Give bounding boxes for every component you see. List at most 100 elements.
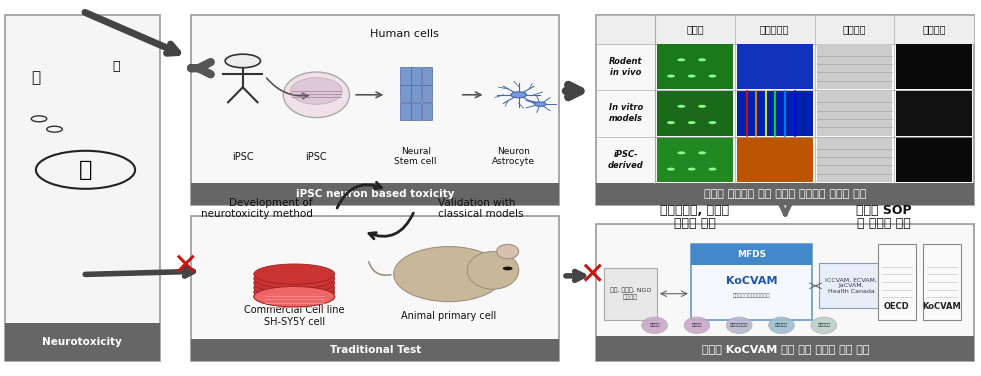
Text: 한국동물대체시험검증센터: 한국동물대체시험검증센터 bbox=[733, 293, 770, 298]
FancyBboxPatch shape bbox=[596, 15, 974, 44]
Ellipse shape bbox=[254, 264, 335, 284]
Ellipse shape bbox=[254, 268, 335, 289]
Text: KoCVAM: KoCVAM bbox=[726, 276, 777, 285]
FancyBboxPatch shape bbox=[596, 15, 974, 205]
Ellipse shape bbox=[769, 317, 795, 334]
FancyBboxPatch shape bbox=[400, 67, 411, 85]
Text: KoCVAM: KoCVAM bbox=[923, 302, 961, 311]
Ellipse shape bbox=[254, 287, 335, 307]
Circle shape bbox=[708, 74, 716, 77]
Text: 역분화 신경세포 기반 차세대 신경독성 평가법 개발: 역분화 신경세포 기반 차세대 신경독성 평가법 개발 bbox=[704, 189, 866, 199]
Text: 독성학효과: 독성학효과 bbox=[775, 323, 788, 327]
Text: iPSC: iPSC bbox=[232, 152, 254, 162]
Text: Neural
Stem cell: Neural Stem cell bbox=[394, 147, 437, 166]
Text: Human cells: Human cells bbox=[370, 29, 439, 39]
FancyBboxPatch shape bbox=[400, 103, 411, 120]
Circle shape bbox=[511, 92, 527, 98]
Ellipse shape bbox=[284, 72, 349, 118]
FancyBboxPatch shape bbox=[691, 244, 811, 265]
FancyBboxPatch shape bbox=[422, 85, 433, 103]
Ellipse shape bbox=[726, 317, 752, 334]
Text: ✕: ✕ bbox=[172, 252, 197, 281]
Text: 형태학: 형태학 bbox=[686, 24, 703, 34]
FancyBboxPatch shape bbox=[897, 44, 972, 89]
Text: Validation with
classical models: Validation with classical models bbox=[439, 198, 524, 220]
FancyBboxPatch shape bbox=[596, 224, 974, 361]
FancyBboxPatch shape bbox=[604, 268, 657, 320]
Ellipse shape bbox=[393, 247, 504, 302]
FancyBboxPatch shape bbox=[5, 15, 160, 361]
FancyBboxPatch shape bbox=[411, 103, 422, 120]
Text: 기능분석: 기능분석 bbox=[843, 24, 866, 34]
FancyBboxPatch shape bbox=[411, 67, 422, 85]
Circle shape bbox=[503, 267, 513, 270]
Text: Neuron
Astrocyte: Neuron Astrocyte bbox=[491, 147, 535, 166]
Circle shape bbox=[698, 58, 706, 61]
Circle shape bbox=[708, 168, 716, 171]
Circle shape bbox=[667, 74, 675, 77]
FancyBboxPatch shape bbox=[816, 91, 893, 136]
Text: OECD: OECD bbox=[884, 302, 909, 311]
Ellipse shape bbox=[684, 317, 709, 334]
Ellipse shape bbox=[642, 317, 667, 334]
Text: 독성분석: 독성분석 bbox=[922, 24, 946, 34]
Text: 💉: 💉 bbox=[31, 70, 40, 85]
Text: 식약첫 KoCVAM 등록 초안 작성의 전략 수립: 식약첫 KoCVAM 등록 초안 작성의 전략 수립 bbox=[701, 344, 869, 353]
FancyBboxPatch shape bbox=[923, 244, 961, 320]
Ellipse shape bbox=[254, 287, 335, 307]
Text: 전수가능성, 재현성: 전수가능성, 재현성 bbox=[660, 204, 729, 217]
Text: iPSC-
derived: iPSC- derived bbox=[608, 150, 644, 170]
Text: Commercial Cell line
SH-SY5Y cell: Commercial Cell line SH-SY5Y cell bbox=[244, 305, 344, 327]
FancyBboxPatch shape bbox=[657, 137, 733, 182]
FancyBboxPatch shape bbox=[5, 323, 160, 361]
Circle shape bbox=[698, 152, 706, 155]
Ellipse shape bbox=[290, 78, 342, 104]
Ellipse shape bbox=[254, 273, 335, 293]
Circle shape bbox=[678, 152, 686, 155]
Text: 및 데이터 구축: 및 데이터 구축 bbox=[856, 217, 910, 230]
FancyBboxPatch shape bbox=[816, 44, 893, 89]
FancyBboxPatch shape bbox=[816, 137, 893, 182]
Text: 🧠: 🧠 bbox=[78, 160, 92, 180]
FancyBboxPatch shape bbox=[657, 91, 733, 136]
Circle shape bbox=[667, 121, 675, 124]
FancyBboxPatch shape bbox=[400, 85, 411, 103]
FancyBboxPatch shape bbox=[878, 244, 915, 320]
Circle shape bbox=[226, 54, 261, 68]
Text: 안전성대리주의: 안전성대리주의 bbox=[730, 323, 749, 327]
Text: Rodent
in vivo: Rodent in vivo bbox=[609, 57, 643, 77]
Text: iPSC neuron based toxicity: iPSC neuron based toxicity bbox=[296, 189, 454, 199]
Text: Traditional Test: Traditional Test bbox=[330, 345, 421, 355]
FancyBboxPatch shape bbox=[191, 216, 559, 361]
FancyBboxPatch shape bbox=[819, 263, 884, 308]
Text: ✕: ✕ bbox=[579, 261, 604, 290]
FancyBboxPatch shape bbox=[422, 67, 433, 85]
Text: 💊: 💊 bbox=[113, 61, 121, 73]
Text: 기존분류: 기존분류 bbox=[649, 323, 660, 327]
Ellipse shape bbox=[254, 277, 335, 298]
FancyBboxPatch shape bbox=[411, 85, 422, 103]
FancyBboxPatch shape bbox=[737, 44, 812, 89]
Circle shape bbox=[678, 105, 686, 108]
FancyBboxPatch shape bbox=[596, 183, 974, 205]
Text: Animal primary cell: Animal primary cell bbox=[401, 311, 496, 321]
Circle shape bbox=[698, 105, 706, 108]
FancyBboxPatch shape bbox=[691, 244, 811, 320]
Text: 학계, 산업체, NGO
참여기관: 학계, 산업체, NGO 참여기관 bbox=[610, 288, 651, 300]
FancyBboxPatch shape bbox=[737, 137, 812, 182]
Text: In vitro
models: In vitro models bbox=[608, 103, 643, 123]
Circle shape bbox=[535, 102, 546, 106]
Circle shape bbox=[708, 121, 716, 124]
Circle shape bbox=[678, 58, 686, 61]
Circle shape bbox=[667, 168, 675, 171]
Text: 실험법 SOP: 실험법 SOP bbox=[855, 204, 911, 217]
Circle shape bbox=[688, 74, 696, 77]
FancyBboxPatch shape bbox=[596, 336, 974, 361]
Text: 신뢰성 검증: 신뢰성 검증 bbox=[674, 217, 715, 230]
Text: 전단분류: 전단분류 bbox=[692, 323, 702, 327]
Ellipse shape bbox=[811, 317, 837, 334]
FancyBboxPatch shape bbox=[191, 15, 559, 205]
Ellipse shape bbox=[467, 252, 519, 289]
FancyBboxPatch shape bbox=[897, 91, 972, 136]
FancyBboxPatch shape bbox=[422, 103, 433, 120]
